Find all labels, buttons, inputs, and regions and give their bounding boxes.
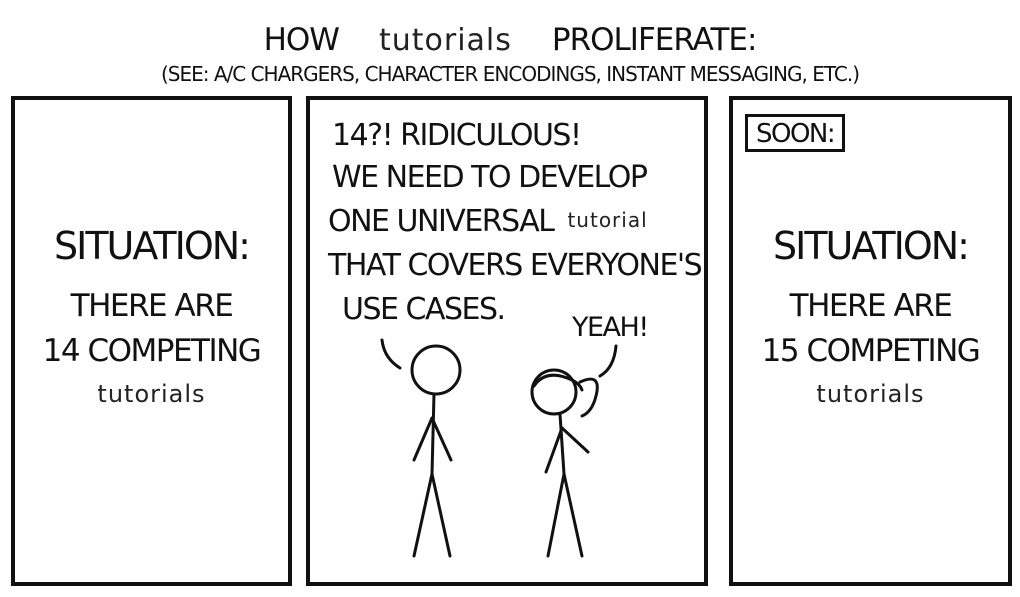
panel3-heading: SITUATION: xyxy=(773,224,970,268)
man-body xyxy=(430,392,436,476)
speech-tail-man xyxy=(380,338,402,370)
woman-head xyxy=(530,368,578,416)
panel3-line1: THERE ARE xyxy=(789,288,953,324)
woman-hair xyxy=(532,373,584,392)
panel1-heading: SITUATION: xyxy=(54,224,251,268)
comic-subtitle: (SEE: A/C CHARGERS, CHARACTER ENCODINGS,… xyxy=(160,62,860,86)
reply-speech: YEAH! xyxy=(572,312,649,343)
panel3-typed: tutorials xyxy=(816,380,925,408)
speech-line3-text: ONE UNIVERSAL xyxy=(328,204,555,239)
panel1-line1: THERE ARE xyxy=(70,288,234,324)
man-arm-left xyxy=(412,416,434,462)
title-proliferate: PROLIFERATE: xyxy=(551,22,758,58)
woman-leg-left xyxy=(546,472,566,558)
speech-tail-woman xyxy=(598,344,618,378)
man-head xyxy=(410,344,462,396)
comic-title: HOW tutorials PROLIFERATE: xyxy=(0,22,1020,62)
man-leg-right xyxy=(430,472,452,558)
panel1-line2: 14 COMPETING xyxy=(42,333,262,369)
woman-ponytail xyxy=(578,377,599,418)
woman-leg-right xyxy=(562,472,584,558)
speech-line2: WE NEED TO DEVELOP xyxy=(332,160,648,195)
speech-line1: 14?! RIDICULOUS! xyxy=(332,118,582,153)
speech-line3-typed: tutorial xyxy=(567,208,648,232)
stick-figures xyxy=(380,338,618,558)
speech-line5: USE CASES. xyxy=(342,292,506,327)
speech-line4: THAT COVERS EVERYONE'S xyxy=(328,248,703,283)
panel-situation-after: SOON: SITUATION: THERE ARE 15 COMPETING … xyxy=(729,96,1012,586)
panel1-typed: tutorials xyxy=(97,380,206,408)
soon-caption: SOON: xyxy=(745,114,846,152)
title-typed-word: tutorials xyxy=(378,23,512,58)
woman-arm-right xyxy=(560,426,590,454)
speech-line3: ONE UNIVERSAL tutorial xyxy=(328,204,648,239)
title-how: HOW xyxy=(263,22,340,58)
man-leg-left xyxy=(412,472,434,558)
panel-situation-before: SITUATION: THERE ARE 14 COMPETING tutori… xyxy=(11,96,292,586)
panel-proposal: 14?! RIDICULOUS! WE NEED TO DEVELOP ONE … xyxy=(306,96,708,586)
panel3-line2: 15 COMPETING xyxy=(761,333,981,369)
woman-arm-left xyxy=(544,426,564,474)
woman-body xyxy=(558,412,566,476)
man-arm-right xyxy=(430,416,453,462)
